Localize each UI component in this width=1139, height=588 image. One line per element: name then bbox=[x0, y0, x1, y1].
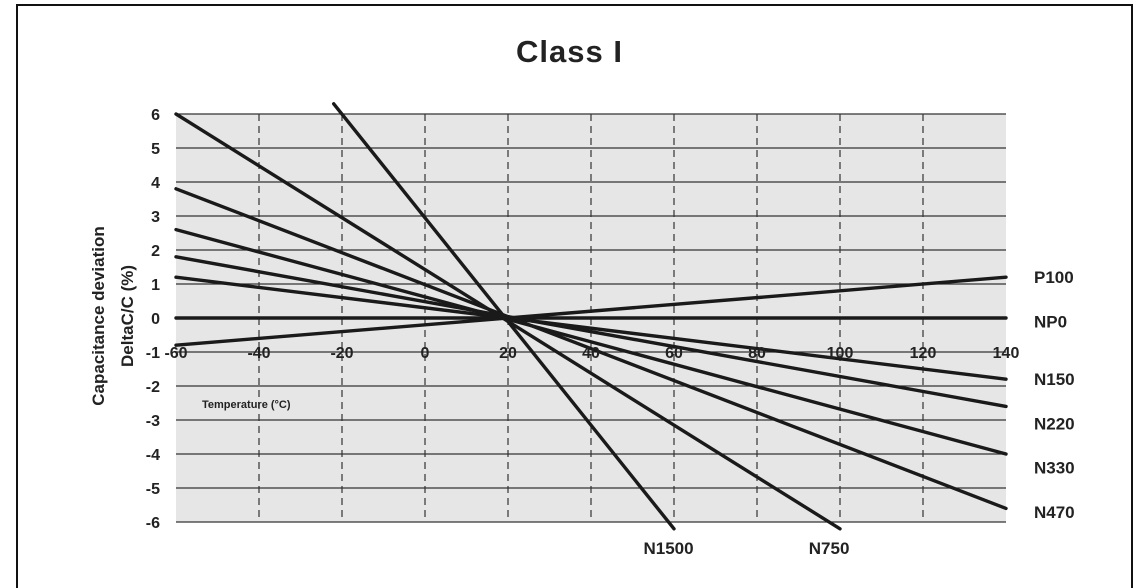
series-line-n150 bbox=[174, 275, 1008, 381]
series-lines bbox=[174, 102, 1008, 531]
series-label-n750: N750 bbox=[809, 539, 850, 558]
series-line-n470 bbox=[174, 187, 1008, 511]
y-tick-label: 0 bbox=[151, 311, 160, 328]
series-label-n1500: N1500 bbox=[644, 539, 694, 558]
y-axis-title-line1: Capacitance deviation bbox=[89, 226, 108, 406]
y-tick-label: 4 bbox=[151, 175, 160, 192]
y-tick-label: 1 bbox=[151, 277, 160, 294]
y-tick-label: 5 bbox=[151, 141, 160, 158]
series-line-n330 bbox=[174, 227, 1008, 456]
y-axis-title-line2: DeltaC/C (%) bbox=[118, 265, 137, 367]
series-label-n330: N330 bbox=[1034, 459, 1075, 478]
chart-title: Class I bbox=[516, 34, 623, 69]
x-axis-title: Temperature (°C) bbox=[202, 399, 291, 411]
series-label-np0: NP0 bbox=[1034, 312, 1067, 331]
series-label-p100: P100 bbox=[1034, 268, 1074, 287]
y-tick-label: -4 bbox=[146, 447, 160, 464]
x-tick-label: -60 bbox=[164, 345, 187, 362]
series-labels: P100 NP0 N150 N220 N330 N470 N750 N1500 bbox=[644, 268, 1075, 558]
x-tick-label: 40 bbox=[582, 345, 600, 362]
x-tick-label: 100 bbox=[827, 345, 854, 362]
y-tick-label: -6 bbox=[146, 515, 160, 532]
y-tick-label: -2 bbox=[146, 379, 160, 396]
x-tick-label: 80 bbox=[748, 345, 766, 362]
x-tick-label: -40 bbox=[247, 345, 270, 362]
y-tick-label: 3 bbox=[151, 209, 160, 226]
series-line-n220 bbox=[174, 255, 1008, 409]
y-tick-label: -5 bbox=[146, 481, 160, 498]
x-tick-label: 140 bbox=[993, 345, 1020, 362]
y-tick-label: 2 bbox=[151, 243, 160, 260]
series-line-p100 bbox=[174, 275, 1008, 347]
tick-labels: 6 5 4 3 2 1 0 -1 -2 -3 -4 -5 -6 -60 -40 -20 0 20 40 60 80 100… bbox=[146, 107, 1020, 532]
x-tick-label: 120 bbox=[910, 345, 937, 362]
x-tick-label: 60 bbox=[665, 345, 683, 362]
y-tick-label: -1 bbox=[146, 345, 160, 362]
x-tick-label: 20 bbox=[499, 345, 517, 362]
x-tick-label: 0 bbox=[421, 345, 430, 362]
series-line-n1500 bbox=[332, 102, 676, 531]
series-label-n470: N470 bbox=[1034, 503, 1075, 522]
x-tick-label: -20 bbox=[330, 345, 353, 362]
series-label-n220: N220 bbox=[1034, 414, 1075, 433]
y-tick-label: -3 bbox=[146, 413, 160, 430]
series-label-n150: N150 bbox=[1034, 370, 1075, 389]
y-tick-label: 6 bbox=[151, 107, 160, 124]
